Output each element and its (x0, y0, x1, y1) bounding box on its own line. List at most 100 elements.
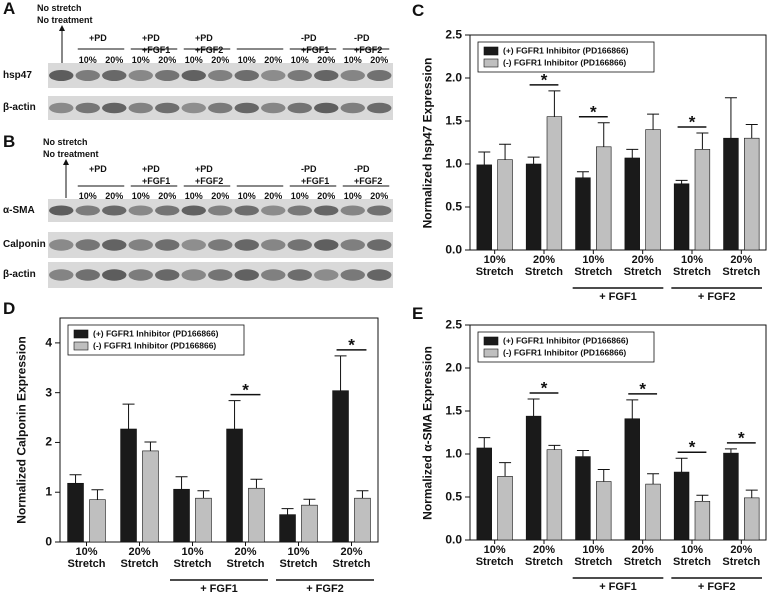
y-tick-label: 0.5 (445, 199, 462, 214)
blot-band (102, 70, 127, 81)
blot-band (181, 269, 206, 281)
legend-swatch (483, 348, 499, 358)
error-bar (356, 490, 369, 499)
blot-row-label: hsp47 (3, 69, 32, 81)
error-bar (175, 476, 188, 490)
panel-letter: C (412, 1, 425, 20)
blot-band (208, 205, 233, 216)
blot-band (367, 269, 392, 281)
treatment-label: +FGF2 (195, 176, 224, 186)
blot-band (234, 70, 259, 81)
lane-label: 10% (184, 191, 203, 201)
blot-band (181, 239, 206, 251)
blot-band (261, 205, 286, 216)
lane-label: 20% (264, 191, 283, 201)
y-tick-label: 2.0 (445, 70, 462, 85)
x-tick-label: 10% Stretch (279, 546, 318, 570)
blot-band (75, 102, 100, 114)
lane-label: 10% (78, 55, 97, 65)
lane-label: 20% (370, 191, 389, 201)
treatment-label: +FGF2 (354, 176, 383, 186)
lane-label: 10% (343, 55, 362, 65)
lane-label: 10% (131, 191, 150, 201)
x-tick-label: 10% Stretch (673, 254, 711, 278)
error-bar (597, 468, 610, 482)
blot-row-label: Calponin (3, 238, 46, 250)
y-tick-label: 0 (45, 534, 52, 549)
treatment-label: +PD (142, 33, 160, 43)
blot-band (287, 70, 312, 81)
significance-star: * (242, 380, 249, 400)
error-bar (597, 122, 610, 147)
bar (645, 483, 661, 541)
x-tick-label: 20% Stretch (623, 544, 662, 568)
bar (575, 456, 591, 541)
error-bar (626, 399, 639, 419)
error-bar (69, 474, 82, 484)
error-bar (724, 97, 737, 139)
blot-band (367, 205, 392, 216)
control-label: No treatment (37, 15, 93, 25)
bar (575, 177, 591, 251)
bar (476, 164, 492, 251)
error-bar (696, 132, 709, 150)
significance-star: * (540, 70, 548, 90)
blot-row-label: β-actin (3, 101, 36, 113)
x-tick-label: 20% Stretch (332, 546, 371, 570)
bar (546, 449, 563, 541)
legend-label: (-) FGFR1 Inhibitor (PD166866) (503, 347, 627, 358)
treatment-label: +PD (195, 33, 213, 43)
blot-band (208, 239, 233, 251)
blot-band (340, 205, 365, 216)
treatment-label: -PD (354, 33, 370, 43)
lane-label: 10% (184, 55, 203, 65)
y-tick-label: 3 (45, 385, 52, 400)
y-tick-label: 1 (45, 484, 52, 499)
x-tick-label: 10% Stretch (574, 544, 613, 568)
plot-frame (469, 324, 767, 541)
significance-star: * (738, 428, 745, 448)
blot-band (128, 239, 153, 251)
x-tick-label: 20% Stretch (226, 546, 265, 570)
bar (120, 428, 137, 543)
group-label: + FGF2 (697, 291, 736, 303)
y-tick-label: 1.5 (445, 113, 462, 128)
error-bar (696, 494, 709, 502)
lane-label: 20% (158, 55, 177, 65)
blot-band (367, 70, 392, 81)
panel-letter: B (3, 132, 16, 151)
group-label: + FGF2 (306, 583, 344, 595)
legend-swatch (483, 336, 499, 346)
x-tick-label: 10% Stretch (673, 544, 711, 568)
error-bar (499, 143, 512, 160)
blot-band (155, 205, 180, 216)
bar (332, 390, 349, 543)
error-bar (675, 179, 688, 184)
bar (723, 452, 739, 541)
blot-row-label: β-actin (3, 268, 36, 280)
bar (596, 146, 612, 251)
blot-band (49, 269, 74, 281)
blot-band (340, 269, 365, 281)
y-tick-label: 0.5 (445, 489, 462, 504)
legend-swatch (483, 46, 499, 56)
bar (354, 497, 371, 543)
legend-label: (-) FGFR1 Inhibitor (PD166866) (93, 340, 217, 351)
error-bar (303, 498, 316, 506)
significance-star: * (688, 112, 696, 132)
legend-box (477, 41, 655, 73)
blot-band (234, 102, 259, 114)
blot-band (234, 239, 259, 251)
bar (694, 500, 711, 541)
error-bar (745, 123, 758, 139)
y-axis-title: Normalized Calponin Expression (14, 336, 29, 524)
x-tick-label: 10% Stretch (173, 546, 212, 570)
plot-frame (59, 317, 379, 543)
blot-band (49, 205, 74, 216)
lane-label: 20% (211, 191, 230, 201)
error-bar (576, 171, 589, 178)
blot-band (261, 269, 286, 281)
treatment-label: +PD (195, 164, 213, 174)
bar (694, 149, 711, 251)
